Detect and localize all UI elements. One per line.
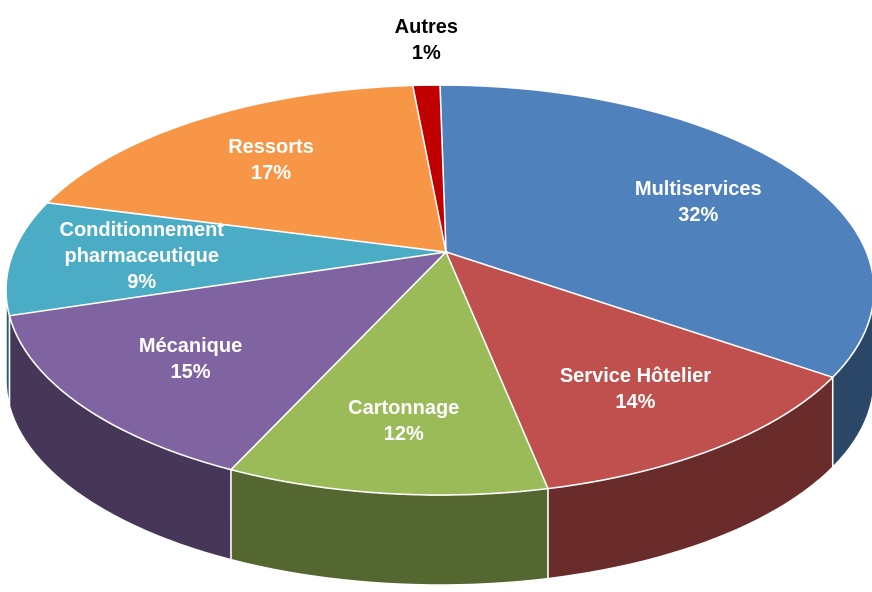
data-label: Service Hôtelier 14% — [560, 363, 711, 415]
pie-slice — [229, 250, 550, 496]
category-label: Cartonnage — [348, 396, 460, 419]
pie-slice — [439, 84, 872, 379]
value-label: 1% — [411, 42, 441, 65]
value-label: 32% — [678, 203, 719, 226]
data-label: Ressorts 17% — [228, 134, 314, 186]
pie-slice — [45, 84, 447, 253]
pie-slice — [5, 201, 447, 317]
category-label: Mécanique — [138, 335, 243, 358]
value-label: 15% — [170, 361, 211, 384]
data-label: Autres 1% — [395, 14, 458, 66]
data-label: Cartonnage 12% — [348, 395, 459, 447]
data-label: Multiservices 32% — [635, 176, 762, 228]
category-label: Ressorts — [228, 135, 314, 158]
data-label: Conditionnement pharmaceutique 9% — [27, 217, 257, 295]
value-label: 9% — [127, 271, 157, 294]
category-label: Multiservices — [634, 177, 762, 200]
pie-slice — [444, 250, 835, 490]
category-label: Service Hôtelier — [559, 365, 712, 388]
category-label: Conditionnement pharmaceutique — [59, 219, 224, 268]
pie-slice — [8, 250, 449, 471]
pie-slice — [411, 84, 447, 253]
category-label: Autres — [394, 16, 459, 39]
data-label: Mécanique 15% — [139, 333, 242, 385]
value-label: 12% — [383, 422, 424, 445]
value-label: 17% — [251, 161, 292, 184]
value-label: 14% — [615, 391, 656, 414]
